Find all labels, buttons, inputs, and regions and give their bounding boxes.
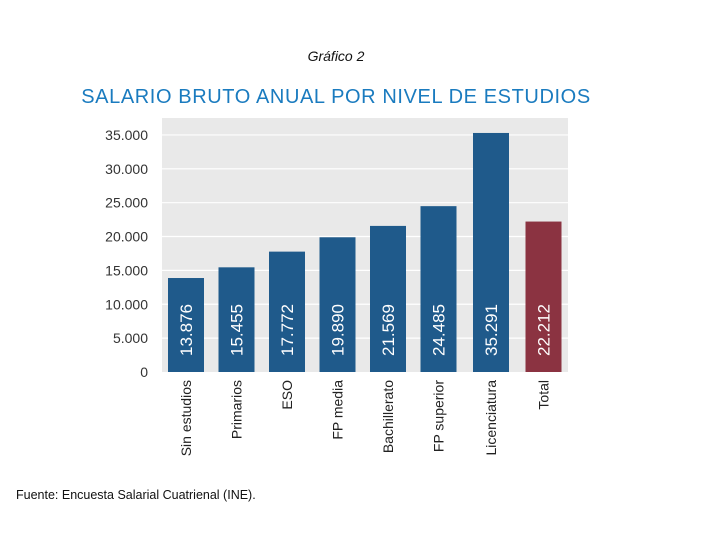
bar-value-label: 21.569 (379, 304, 398, 356)
bar-value-label: 35.291 (482, 304, 501, 356)
x-tick-label: Total (536, 380, 552, 410)
y-tick-label: 30.000 (105, 161, 148, 177)
bar (168, 278, 204, 372)
bar (269, 251, 305, 372)
bar-value-label: 13.876 (177, 304, 196, 356)
bar-chart: 0 5.000 10.000 15.000 20.000 25.000 30.000 35.0… (105, 118, 568, 456)
x-tick-label: ESO (279, 380, 295, 410)
x-tick-label: FP superior (431, 380, 447, 452)
y-tick-label: 0 (140, 364, 148, 380)
bar (473, 132, 509, 372)
bar (319, 237, 356, 372)
bar (218, 267, 255, 372)
y-tick-label: 15.000 (105, 262, 148, 278)
bar-value-label: 22.212 (535, 304, 554, 356)
y-tick-label: 20.000 (105, 229, 148, 245)
x-tick-label: Primarios (229, 380, 245, 439)
y-tick-label: 35.000 (105, 127, 148, 143)
bar (525, 221, 562, 372)
x-tick-label: FP media (330, 380, 346, 440)
x-tick-label: Sin estudios (178, 380, 194, 456)
bar-value-label: 15.455 (228, 304, 247, 356)
bar (370, 225, 406, 372)
bar-value-label: 17.772 (278, 304, 297, 356)
x-tick-label: Licenciatura (483, 380, 499, 456)
bar-value-label: 19.890 (329, 304, 348, 356)
bar (420, 206, 457, 372)
source-note: Fuente: Encuesta Salarial Cuatrienal (IN… (16, 488, 256, 502)
y-tick-label: 10.000 (105, 296, 148, 312)
chart-title: SALARIO BRUTO ANUAL POR NIVEL DE ESTUDIO… (81, 86, 591, 108)
y-tick-label: 25.000 (105, 195, 148, 211)
y-tick-label: 5.000 (113, 330, 148, 346)
x-tick-label: Bachillerato (380, 380, 396, 453)
figure-label: Gráfico 2 (307, 48, 365, 64)
bar-value-label: 24.485 (430, 304, 449, 356)
